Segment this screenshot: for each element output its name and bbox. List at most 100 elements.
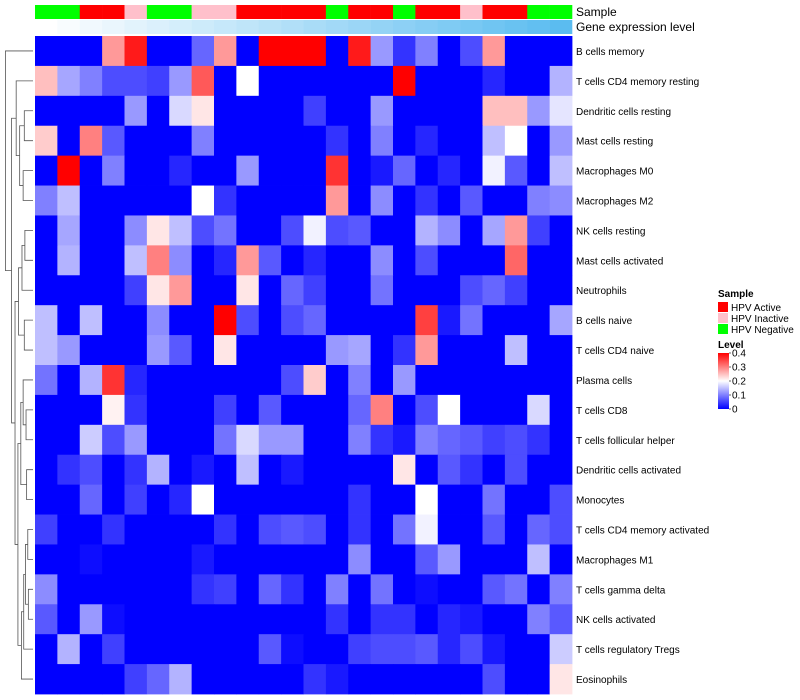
heatmap-cell — [57, 185, 81, 216]
heatmap-cell — [214, 245, 237, 276]
row-label: T cells CD4 memory activated — [576, 526, 709, 537]
heatmap-cell — [527, 215, 551, 246]
heatmap-cell — [79, 245, 103, 276]
heatmap-cell — [57, 424, 81, 456]
heatmap-cell — [258, 65, 282, 97]
heatmap-cell — [370, 664, 394, 695]
heatmap-cell — [236, 454, 260, 486]
heatmap-cell — [169, 36, 193, 67]
heatmap-cell — [258, 36, 282, 67]
heatmap-cell — [527, 65, 551, 97]
heatmap-cell — [348, 484, 372, 515]
heatmap-cell — [79, 514, 103, 545]
heatmap-cell — [57, 604, 81, 635]
heatmap-cell — [325, 544, 349, 575]
heatmap-cell — [303, 424, 327, 456]
heatmap-cell — [527, 454, 551, 486]
heatmap-cell — [124, 544, 148, 575]
sample-annotation-cell — [258, 5, 282, 19]
heatmap-cell — [146, 275, 170, 306]
sample-annotation-cell — [146, 5, 170, 19]
heatmap-cell — [169, 664, 193, 695]
heatmap-cell — [79, 185, 103, 216]
heatmap-cell — [370, 335, 394, 366]
heatmap-cell — [236, 664, 260, 695]
heatmap-cell — [124, 634, 148, 665]
heatmap-cell — [549, 36, 573, 67]
heatmap-cell — [236, 604, 260, 635]
legend-sample-title: Sample — [718, 289, 754, 300]
heatmap-cell — [35, 424, 58, 456]
heatmap-cell — [393, 484, 416, 515]
heatmap-cell — [415, 365, 439, 396]
heatmap-cell — [303, 275, 327, 306]
sample-annotation-cell — [102, 5, 125, 19]
heatmap-cell — [124, 125, 148, 157]
expression-annotation-cell — [460, 20, 483, 34]
heatmap-cell — [437, 424, 461, 456]
heatmap-cell — [191, 125, 215, 157]
heatmap-cell — [460, 215, 483, 246]
dendrogram-link — [23, 110, 33, 142]
heatmap-cell — [370, 36, 394, 67]
heatmap-cell — [348, 664, 372, 695]
expression-annotation-cell — [169, 20, 192, 34]
heatmap-cell — [35, 484, 58, 515]
heatmap-cell — [393, 544, 416, 575]
heatmap-cell — [236, 335, 260, 366]
row-label: T cells gamma delta — [576, 585, 666, 596]
heatmap-cell — [370, 454, 394, 486]
heatmap-cell — [460, 424, 483, 456]
expression-annotation-cell — [415, 20, 439, 34]
heatmap-cell — [437, 454, 461, 486]
heatmap-cell — [460, 544, 483, 575]
heatmap-cell — [415, 604, 439, 635]
sample-annotation-cell — [236, 5, 260, 19]
sample-annotation-cell — [393, 5, 416, 19]
heatmap-cell — [35, 185, 58, 216]
heatmap-cell — [236, 155, 260, 186]
heatmap-cell — [191, 454, 215, 486]
dendrogram-link — [27, 529, 33, 560]
heatmap-cell — [415, 424, 439, 456]
heatmap-cell — [169, 424, 193, 456]
heatmap-cell — [437, 335, 461, 366]
heatmap-cell — [325, 634, 349, 665]
heatmap-cell — [393, 514, 416, 545]
heatmap-cell — [527, 484, 551, 515]
heatmap-cell — [169, 155, 193, 186]
heatmap-cell — [146, 125, 170, 157]
heatmap-cell — [504, 365, 528, 396]
heatmap-cell — [415, 245, 439, 276]
heatmap-cell — [527, 365, 551, 396]
expression-annotation-cell — [437, 20, 461, 34]
heatmap-cell — [146, 424, 170, 456]
heatmap-cell — [504, 574, 528, 605]
heatmap-cell — [527, 185, 551, 216]
heatmap-cell — [303, 36, 327, 67]
heatmap-cell — [124, 394, 148, 426]
heatmap-cell — [415, 514, 439, 545]
heatmap-cell — [527, 36, 551, 67]
heatmap-cell — [549, 305, 573, 336]
heatmap-cell — [504, 155, 528, 186]
heatmap-cell — [214, 275, 237, 306]
heatmap-cell — [549, 185, 573, 216]
heatmap-cell — [303, 514, 327, 545]
heatmap-cell — [79, 454, 103, 486]
heatmap-cell — [258, 365, 282, 396]
heatmap-cell — [281, 36, 304, 67]
heatmap-cell — [370, 275, 394, 306]
row-label: Mast cells resting — [576, 137, 653, 148]
heatmap-cell — [460, 514, 483, 545]
heatmap-cell — [504, 514, 528, 545]
heatmap-cell — [527, 544, 551, 575]
heatmap-cell — [527, 95, 551, 127]
heatmap-cell — [214, 514, 237, 545]
heatmap-cell — [303, 155, 327, 186]
heatmap-cell — [348, 155, 372, 186]
heatmap-cell — [236, 275, 260, 306]
expression-annotation-cell — [236, 20, 260, 34]
heatmap-cell — [146, 544, 170, 575]
heatmap-cell — [549, 454, 573, 486]
